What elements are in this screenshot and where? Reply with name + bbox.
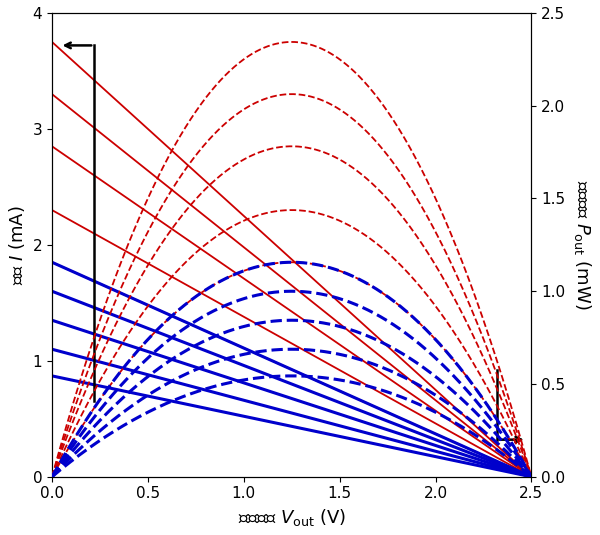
Y-axis label: 電流 $I$ (mA): 電流 $I$ (mA) bbox=[7, 205, 27, 285]
X-axis label: 出力電圧 $V_{\mathrm{out}}$ (V): 出力電圧 $V_{\mathrm{out}}$ (V) bbox=[238, 507, 346, 528]
Y-axis label: 出力電力 $P_{\mathrm{out}}$ (mW): 出力電力 $P_{\mathrm{out}}$ (mW) bbox=[572, 180, 593, 310]
